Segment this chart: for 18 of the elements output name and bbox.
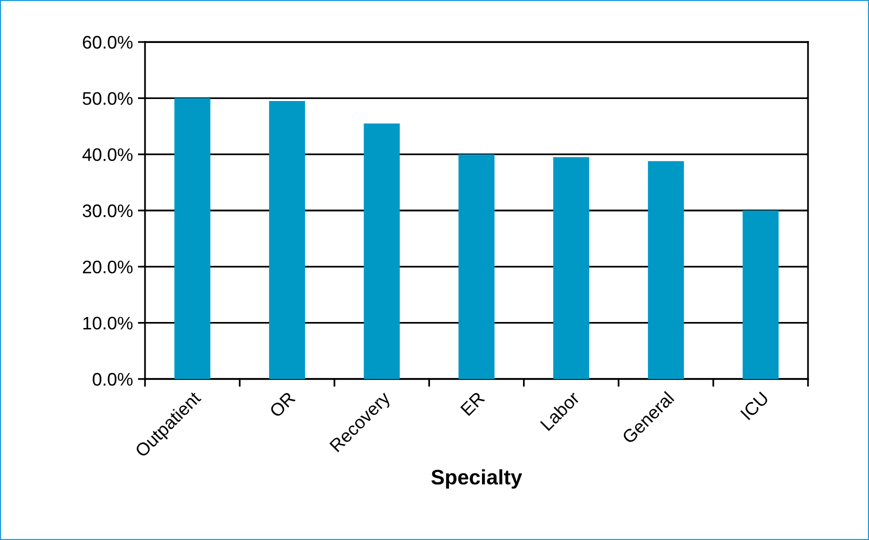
y-tick-label: 40.0% — [82, 148, 133, 162]
bar — [553, 157, 590, 379]
bar — [458, 154, 494, 379]
bar — [364, 123, 400, 379]
y-tick-label: 60.0% — [82, 36, 133, 49]
bar — [648, 161, 684, 379]
y-tick-label: 0.0% — [92, 372, 133, 386]
bar — [269, 100, 306, 379]
x-tick-label: OR — [268, 391, 296, 418]
y-tick-label: 10.0% — [83, 316, 133, 330]
x-axis-title: Specialty — [431, 469, 522, 489]
x-tick-label: ICU — [740, 391, 770, 420]
y-tick-label: 20.0% — [82, 260, 133, 274]
x-tick-label: ER — [460, 391, 486, 416]
bar — [742, 210, 779, 379]
bar — [174, 98, 210, 379]
y-tick-label: 30.0% — [82, 204, 133, 218]
y-tick-label: 50.0% — [82, 92, 133, 105]
